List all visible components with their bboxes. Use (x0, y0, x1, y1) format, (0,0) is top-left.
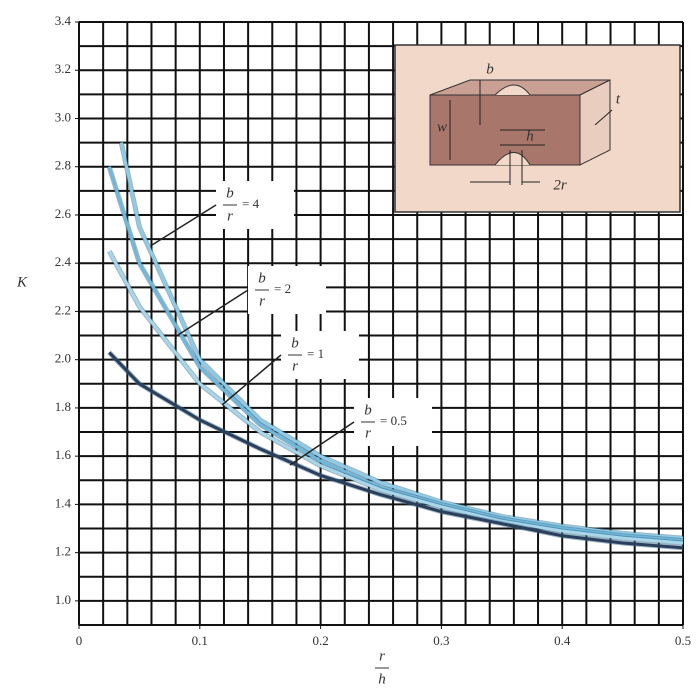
legend-text: = 2 (274, 281, 291, 296)
legend-fraction-den: r (292, 358, 298, 374)
inset-label: h (526, 128, 534, 144)
legend-fraction-num: b (226, 185, 234, 201)
legend-text: = 4 (242, 196, 260, 211)
y-tick-label: 2.4 (55, 254, 72, 269)
inset-label: t (616, 91, 621, 107)
legend-text: = 0.5 (380, 413, 407, 428)
inset-diagram: b t w h 2r (394, 44, 681, 213)
legend-fraction-den: r (227, 208, 233, 224)
y-tick-label: 2.0 (55, 351, 71, 366)
y-tick-label: 1.2 (55, 544, 71, 559)
x-tick-label: 0.1 (192, 633, 208, 648)
leader-line (177, 289, 249, 336)
y-tick-label: 1.4 (55, 495, 72, 510)
x-tick-label: 0 (76, 633, 83, 648)
y-tick-label: 2.8 (55, 158, 71, 173)
leader-line (289, 421, 355, 466)
legend-text: = 1 (307, 346, 324, 361)
x-tick-label: 0.2 (312, 633, 328, 648)
leader-line (221, 354, 282, 406)
x-tick-label: 0.3 (433, 633, 449, 648)
x-tick-label: 0.5 (675, 633, 691, 648)
inset-label: w (437, 119, 447, 135)
x-axis-label-den: h (378, 671, 386, 687)
y-tick-label: 1.8 (55, 399, 71, 414)
line (108, 351, 684, 550)
y-axis-label: K (16, 274, 28, 290)
inset-label: b (486, 61, 494, 77)
y-tick-label: 2.2 (55, 302, 71, 317)
legend-fraction-den: r (259, 293, 265, 309)
y-tick-label: 1.6 (55, 447, 72, 462)
x-axis-label-num: r (379, 648, 385, 664)
y-tick-label: 3.4 (55, 13, 72, 28)
legend-fraction-num: b (364, 402, 372, 418)
y-tick-label: 3.0 (55, 109, 71, 124)
legend-fraction-den: r (365, 425, 371, 441)
legend-fraction-num: b (291, 335, 299, 351)
y-tick-label: 3.2 (55, 61, 71, 76)
inset-label: 2r (553, 177, 567, 193)
y-tick-label: 1.0 (55, 592, 71, 607)
x-tick-label: 0.4 (554, 633, 571, 648)
line (107, 250, 684, 545)
y-tick-label: 2.6 (55, 206, 72, 221)
leader-line (151, 204, 217, 246)
legend-fraction-num: b (258, 270, 266, 286)
